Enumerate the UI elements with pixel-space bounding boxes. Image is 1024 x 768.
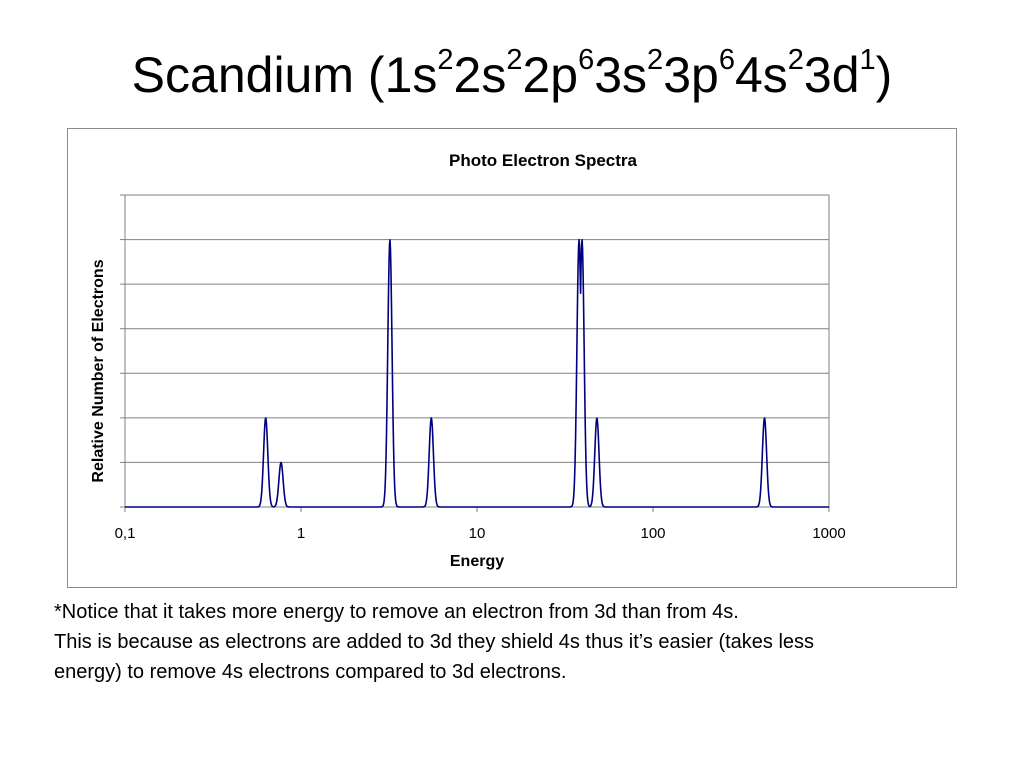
config-orbital-2s: 2s: [453, 47, 507, 103]
pes-chart: Photo Electron Spectra 0,1 1 10 100 1000 Energ…: [90, 151, 846, 570]
config-count-1s: 2: [437, 44, 454, 76]
note-line-2: This is because as electrons are added t…: [54, 631, 815, 653]
title-suffix: ): [875, 47, 893, 103]
config-orbital-3p: 3p: [663, 47, 719, 103]
config-orbital-2p: 2p: [522, 47, 579, 103]
x-tick-label-3: 100: [640, 525, 665, 542]
note-line-1: *Notice that it takes more energy to rem…: [54, 601, 739, 623]
config-orbital-3s: 3s: [594, 47, 648, 103]
x-axis-label: Energy: [450, 553, 504, 570]
config-orbital-3d: 3d: [803, 47, 860, 103]
title-prefix: Scandium (: [131, 47, 385, 103]
spectrum-line: [124, 238, 830, 508]
x-tick-label-1: 1: [297, 525, 305, 542]
config-count-2s: 2: [506, 44, 523, 76]
x-tick-label-2: 10: [469, 525, 486, 542]
chart-frame: Photo Electron Spectra 0,1 1 10 100 1000 Energ…: [67, 128, 957, 588]
x-tick-label-4: 1000: [812, 525, 845, 542]
config-count-3d: 1: [859, 44, 876, 76]
chart-title: Photo Electron Spectra: [449, 151, 638, 170]
config-count-3p: 6: [718, 44, 735, 76]
config-count-2p: 6: [578, 44, 595, 76]
config-orbital-4s: 4s: [734, 47, 788, 103]
config-count-4s: 2: [787, 44, 804, 76]
x-tick-label-0: 0,1: [115, 525, 136, 542]
note-line-3: energy) to remove 4s electrons compared …: [54, 661, 567, 683]
config-orbital-1s: 1s: [384, 47, 438, 103]
y-axis-label: Relative Number of Electrons: [90, 259, 107, 482]
config-count-3s: 2: [647, 44, 664, 76]
slide-title: Scandium (1s22s22p63s23p64s23d1): [0, 46, 1024, 104]
